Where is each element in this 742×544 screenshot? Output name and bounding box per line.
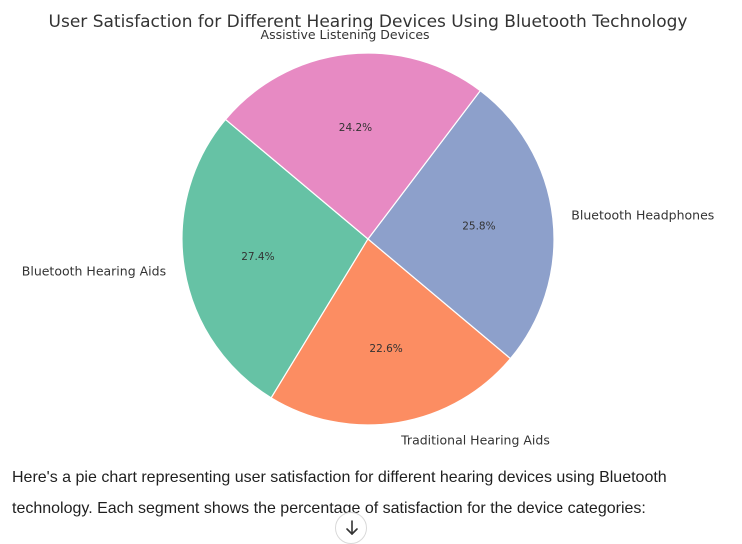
slice-label-traditional-hearing-aids: Traditional Hearing Aids [400,432,550,447]
pie-slice-bluetooth-hearing-aids [181,118,369,399]
slice-label-bluetooth-headphones: Bluetooth Headphones [571,208,714,223]
slice-label-assistive-listening-devices: Assistive Listening Devices [261,27,430,42]
slice-value-assistive-listening-devices: 24.2% [339,122,372,134]
slice-label-bluetooth-hearing-aids: Bluetooth Hearing Aids [22,264,166,279]
slice-value-bluetooth-hearing-aids: 27.4% [241,251,274,263]
slice-value-bluetooth-headphones: 25.8% [462,220,495,232]
scroll-down-button[interactable] [335,512,367,544]
pie-chart: User Satisfaction for Different Hearing … [22,12,715,447]
pie-slice-assistive-listening-devices [224,52,482,240]
pie-slice-bluetooth-headphones [367,89,555,360]
chart-title: User Satisfaction for Different Hearing … [49,12,688,32]
arrow-down-icon [346,520,358,535]
pie-slice-traditional-hearing-aids [270,238,512,426]
slice-value-traditional-hearing-aids: 22.6% [369,343,402,355]
response-text: Here's a pie chart representing user sat… [12,469,667,517]
